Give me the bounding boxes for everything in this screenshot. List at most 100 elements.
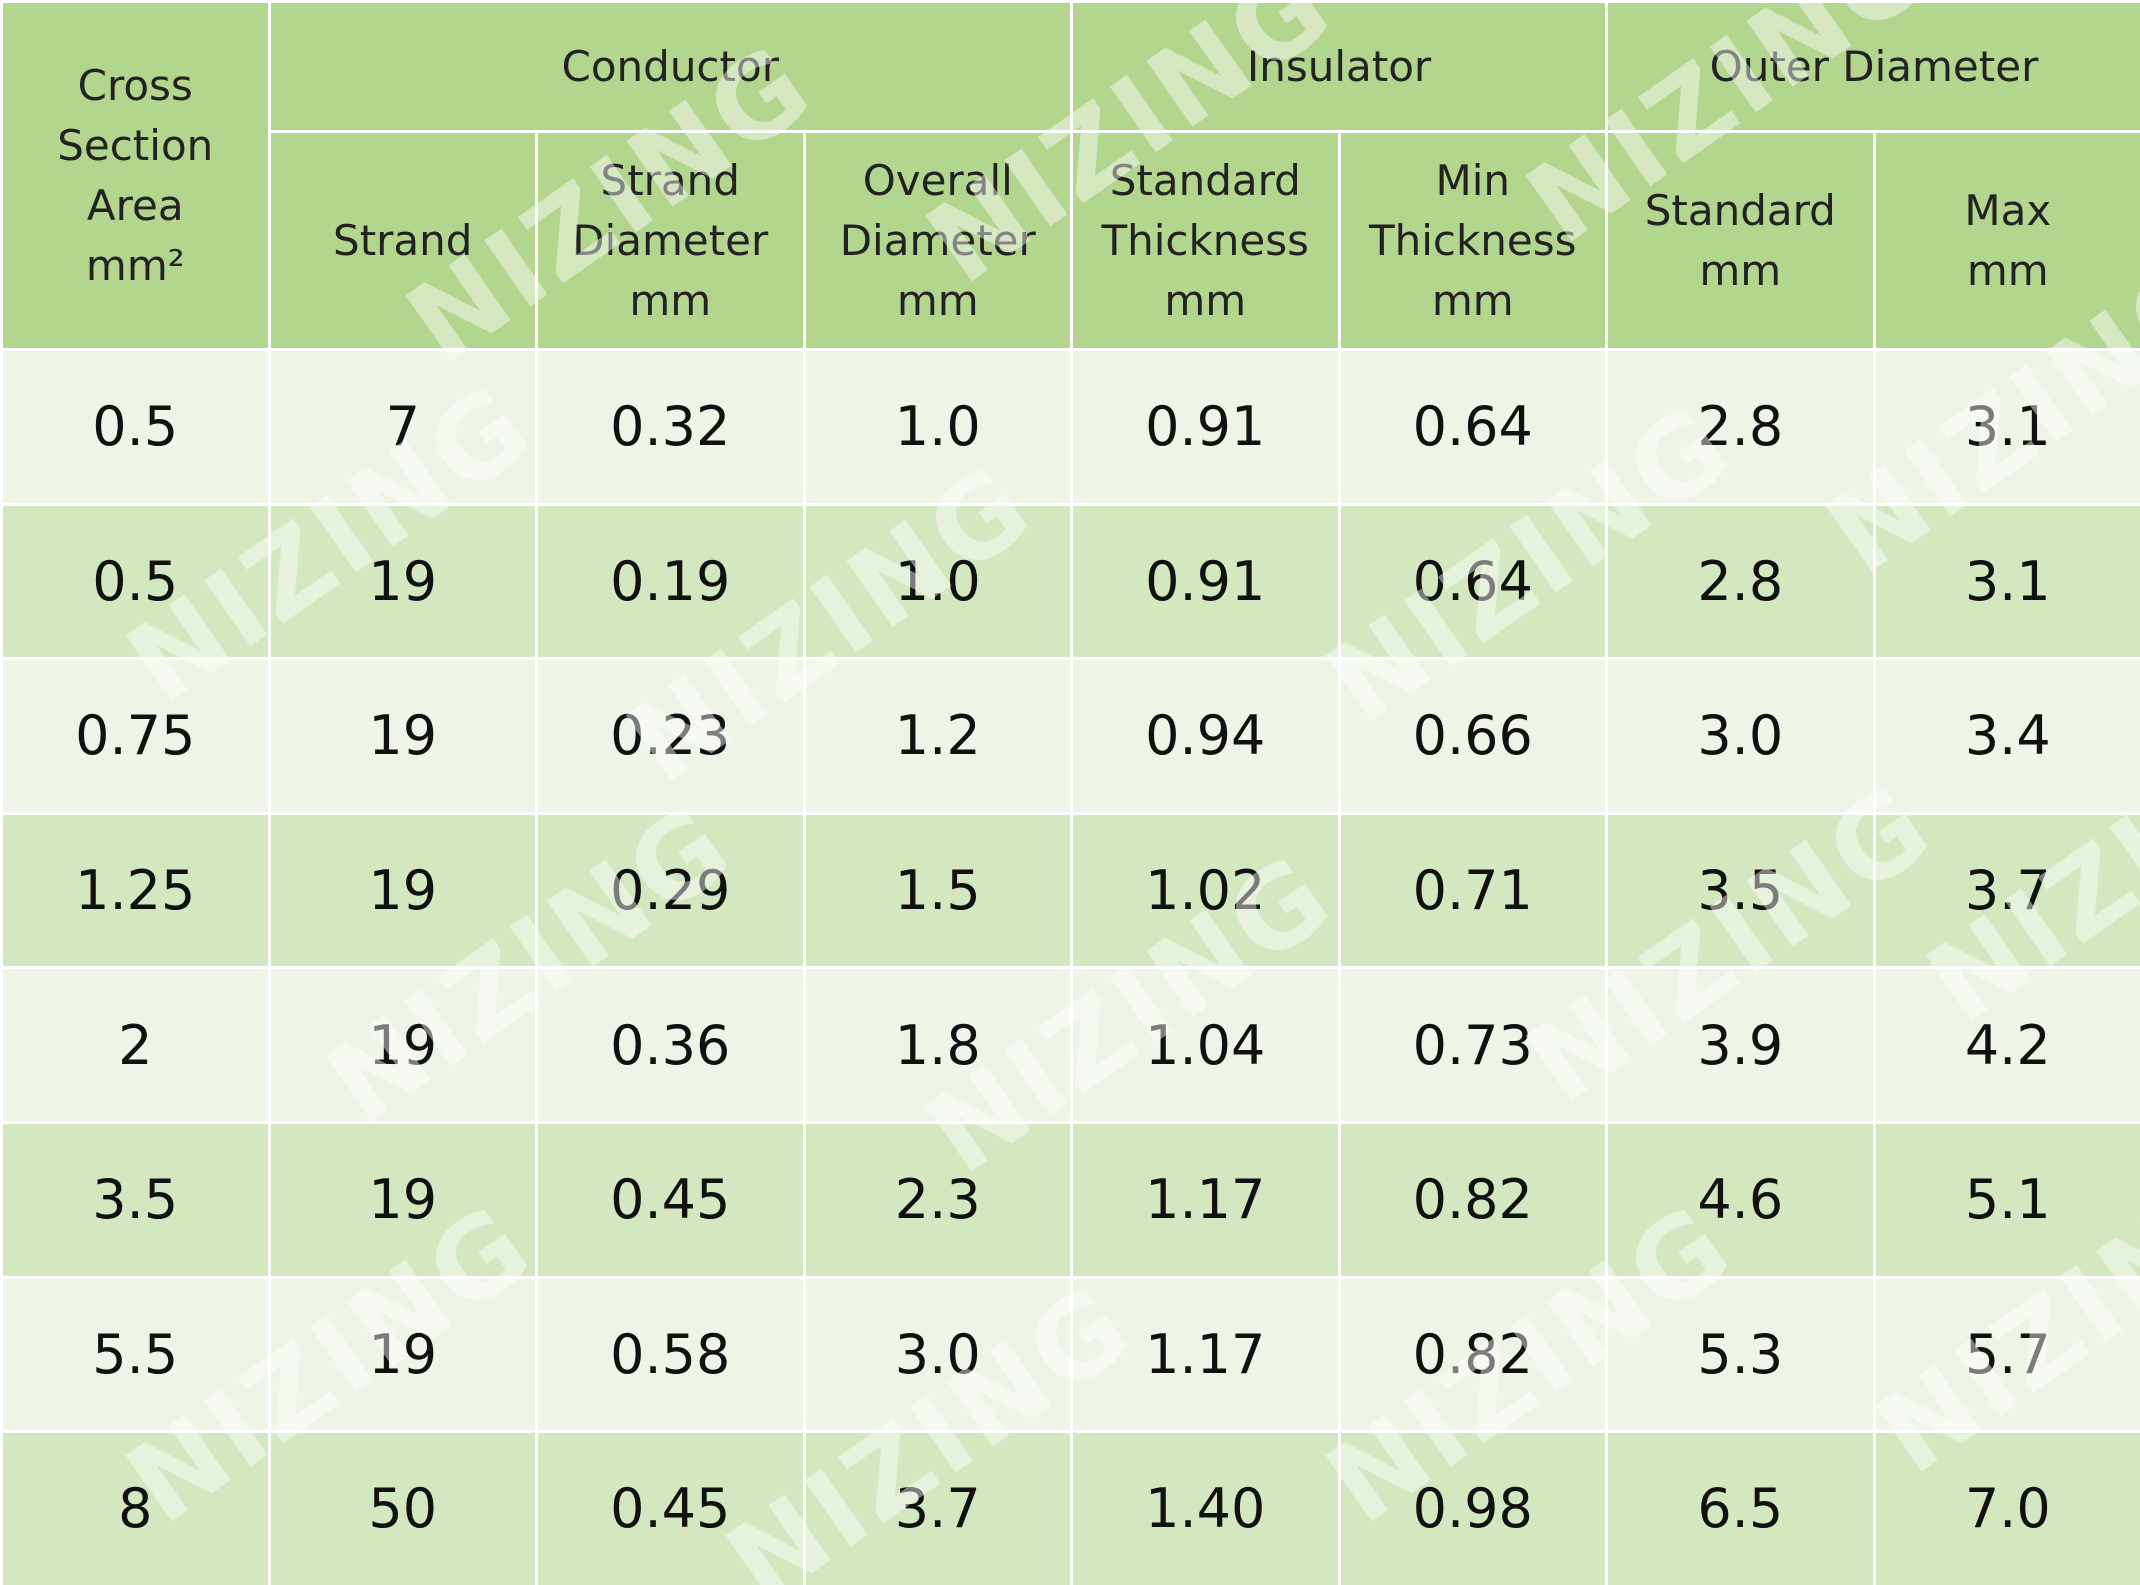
header-text: Section Area: [57, 120, 214, 230]
table-cell: 0.64: [1337, 348, 1609, 506]
table-cell: 19: [267, 811, 538, 970]
table-cell: 0.58: [535, 1275, 806, 1434]
table-cell: 0.66: [1337, 657, 1609, 815]
table-cell: 19: [267, 966, 538, 1124]
header-text: Diameter: [839, 215, 1036, 265]
header-text: mm: [1699, 245, 1782, 295]
table-cell: 0.5: [0, 348, 271, 506]
table-cell: 2: [0, 966, 271, 1124]
table-cell: 6.5: [1605, 1430, 1876, 1585]
header-row: Cross Section Area mm² Conductor Insulator Ou…: [0, 0, 2140, 351]
header-text: mm: [1966, 245, 2049, 295]
table-cell: 4.6: [1605, 1120, 1876, 1279]
table-cell: 0.45: [535, 1120, 806, 1279]
header-text: mm: [1431, 275, 1514, 325]
table-cell: 0.29: [535, 811, 806, 970]
table-cell: 0.82: [1337, 1275, 1609, 1434]
table-row: 0.5 7 0.32 1.0 0.91 0.64 2.8 3.1: [0, 348, 2140, 506]
table-cell: 3.0: [802, 1275, 1073, 1434]
header-text: Insulator: [1246, 41, 1432, 91]
table-cell: 2.8: [1605, 348, 1876, 506]
table-cell: 5.3: [1605, 1275, 1876, 1434]
header-cell: Overall Diameter mm: [802, 130, 1073, 351]
table-cell: 1.02: [1070, 811, 1341, 970]
table-row: 5.5 19 0.58 3.0 1.17 0.82 5.3 5.7: [0, 1275, 2140, 1434]
table-cell: 1.8: [802, 966, 1073, 1124]
table-row: 0.75 19 0.23 1.2 0.94 0.66 3.0 3.4: [0, 657, 2140, 815]
header-text: mm: [1164, 275, 1247, 325]
table-cell: 1.25: [0, 811, 271, 970]
header-text: Strand: [333, 215, 473, 265]
table-cell: 3.7: [802, 1430, 1073, 1585]
table-cell: 2.3: [802, 1120, 1073, 1279]
header-text: Strand: [600, 155, 740, 205]
table-cell: 0.98: [1337, 1430, 1609, 1585]
table-cell: 1.0: [802, 502, 1073, 661]
table-cell: 1.5: [802, 811, 1073, 970]
table-cell: 3.5: [0, 1120, 271, 1279]
header-text: Diameter: [572, 215, 769, 265]
table-row: 8 50 0.45 3.7 1.40 0.98 6.5 7.0: [0, 1430, 2140, 1585]
header-text: mm: [896, 275, 979, 325]
header-cell: Min Thickness mm: [1337, 130, 1609, 351]
table-cell: 7.0: [1872, 1430, 2140, 1585]
header-cell: Standard Thickness mm: [1070, 130, 1341, 351]
table-cell: 0.94: [1070, 657, 1341, 815]
table-cell: 0.75: [0, 657, 271, 815]
group-header: Outer Diameter: [1605, 0, 2140, 133]
table-cell: 3.1: [1872, 348, 2140, 506]
header-text: mm: [629, 275, 712, 325]
header-cell: Cross Section Area mm²: [0, 0, 271, 351]
group-header: Conductor: [267, 0, 1073, 133]
table-row: 3.5 19 0.45 2.3 1.17 0.82 4.6 5.1: [0, 1120, 2140, 1279]
table-cell: 0.71: [1337, 811, 1609, 970]
header-text: Max: [1964, 185, 2052, 235]
table-cell: 0.73: [1337, 966, 1609, 1124]
header-cell: Strand: [267, 130, 538, 351]
table-cell: 19: [267, 1275, 538, 1434]
header-cell: Strand Diameter mm: [535, 130, 806, 351]
table-cell: 2.8: [1605, 502, 1876, 661]
table-cell: 19: [267, 657, 538, 815]
table-row: 1.25 19 0.29 1.5 1.02 0.71 3.5 3.7: [0, 811, 2140, 970]
header-cell: Max mm: [1872, 130, 2140, 351]
table-cell: 0.82: [1337, 1120, 1609, 1279]
header-text: Thickness: [1368, 215, 1577, 265]
table-cell: 1.17: [1070, 1275, 1341, 1434]
table-row: 2 19 0.36 1.8 1.04 0.73 3.9 4.2: [0, 966, 2140, 1124]
table-cell: 3.7: [1872, 811, 2140, 970]
table-cell: 4.2: [1872, 966, 2140, 1124]
table-cell: 1.40: [1070, 1430, 1341, 1585]
table-cell: 0.64: [1337, 502, 1609, 661]
header-text: Min: [1435, 155, 1511, 205]
header-text: Outer Diameter: [1709, 41, 2039, 91]
table-row: 0.5 19 0.19 1.0 0.91 0.64 2.8 3.1: [0, 502, 2140, 661]
table-cell: 0.19: [535, 502, 806, 661]
table-cell: 1.2: [802, 657, 1073, 815]
header-text: Conductor: [561, 41, 779, 91]
header-text: Standard: [1109, 155, 1301, 205]
table-cell: 7: [267, 348, 538, 506]
table-cell: 8: [0, 1430, 271, 1585]
header-row: Strand Strand Diameter mm Overall Diameter mm S…: [2, 130, 2140, 351]
table-cell: 3.5: [1605, 811, 1876, 970]
table-cell: 3.1: [1872, 502, 2140, 661]
table-cell: 3.0: [1605, 657, 1876, 815]
table-cell: 0.45: [535, 1430, 806, 1585]
table-cell: 0.5: [0, 502, 271, 661]
header-text: Overall: [862, 155, 1013, 205]
group-header: Insulator: [1069, 0, 1609, 133]
header-cell: Standard mm: [1605, 130, 1876, 351]
table-cell: 1.17: [1070, 1120, 1341, 1279]
table-cell: 19: [267, 502, 538, 661]
table-cell: 3.4: [1872, 657, 2140, 815]
table-cell: 0.91: [1070, 348, 1341, 506]
header-text: Standard: [1644, 185, 1836, 235]
header-text: Thickness: [1101, 215, 1310, 265]
table-cell: 5.5: [0, 1275, 271, 1434]
table-cell: 50: [267, 1430, 538, 1585]
table-cell: 3.9: [1605, 966, 1876, 1124]
table-cell: 5.1: [1872, 1120, 2140, 1279]
